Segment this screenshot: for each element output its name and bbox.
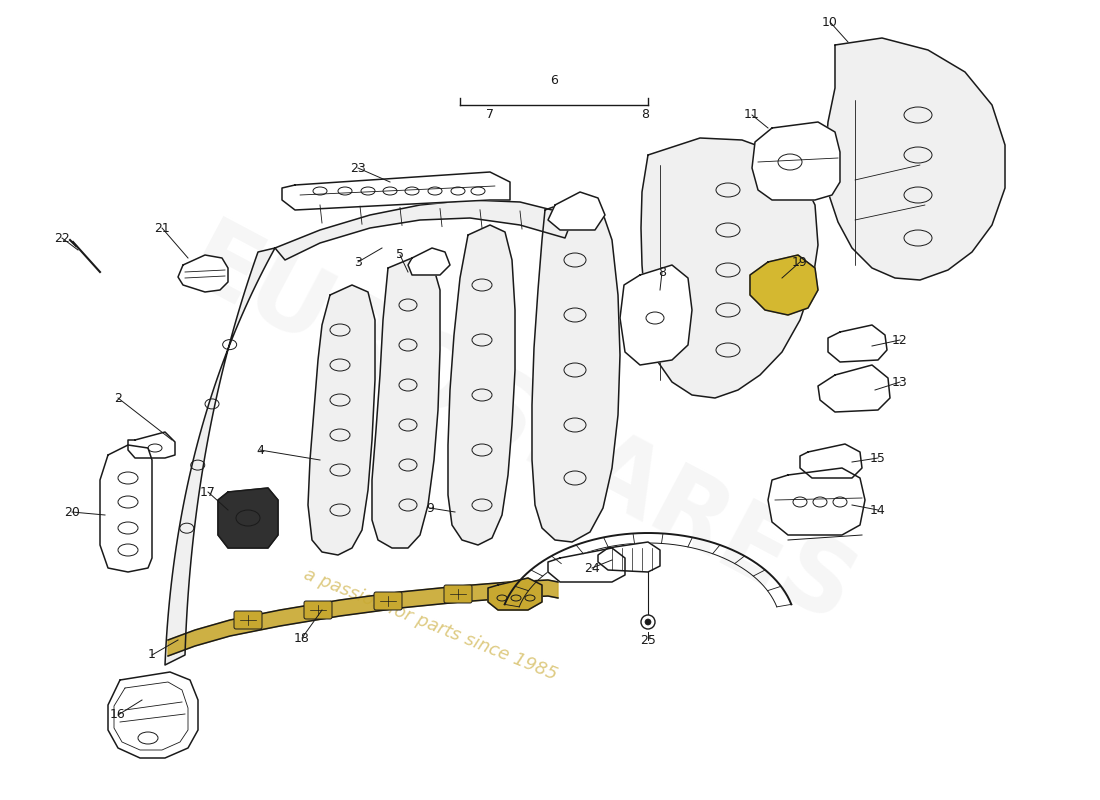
Text: 12: 12 [892, 334, 907, 346]
Polygon shape [825, 38, 1005, 280]
Text: 9: 9 [426, 502, 433, 514]
Text: 16: 16 [110, 709, 125, 722]
Text: 3: 3 [354, 255, 362, 269]
Polygon shape [128, 432, 175, 458]
Polygon shape [408, 248, 450, 275]
FancyBboxPatch shape [304, 601, 332, 619]
Text: 19: 19 [792, 255, 807, 269]
Polygon shape [532, 198, 620, 542]
FancyBboxPatch shape [374, 592, 401, 610]
Text: 8: 8 [658, 266, 666, 278]
Polygon shape [818, 365, 890, 412]
Polygon shape [168, 580, 558, 656]
Text: 14: 14 [870, 503, 886, 517]
FancyBboxPatch shape [444, 585, 472, 603]
Polygon shape [828, 325, 887, 362]
Polygon shape [178, 255, 228, 292]
Text: 23: 23 [350, 162, 366, 174]
Text: 1: 1 [148, 649, 156, 662]
Polygon shape [548, 548, 625, 582]
Polygon shape [620, 265, 692, 365]
Polygon shape [108, 672, 198, 758]
Text: 17: 17 [200, 486, 216, 498]
Polygon shape [165, 248, 275, 665]
Text: 2: 2 [114, 391, 122, 405]
Text: 15: 15 [870, 451, 886, 465]
Polygon shape [641, 138, 818, 398]
Text: EUROSPARES: EUROSPARES [169, 213, 870, 647]
Text: 22: 22 [54, 231, 70, 245]
Text: 4: 4 [256, 443, 264, 457]
Polygon shape [448, 225, 515, 545]
Polygon shape [308, 285, 375, 555]
Text: 24: 24 [584, 562, 600, 574]
Polygon shape [752, 122, 840, 200]
Text: 18: 18 [294, 631, 310, 645]
Polygon shape [275, 200, 570, 260]
Polygon shape [372, 258, 440, 548]
Text: 8: 8 [641, 109, 649, 122]
Text: 21: 21 [154, 222, 169, 234]
Text: 6: 6 [550, 74, 558, 86]
Polygon shape [218, 488, 278, 548]
Polygon shape [100, 445, 152, 572]
Text: 10: 10 [822, 15, 838, 29]
Text: 5: 5 [396, 249, 404, 262]
FancyBboxPatch shape [234, 611, 262, 629]
Polygon shape [282, 172, 510, 210]
Circle shape [641, 615, 654, 629]
Text: 20: 20 [64, 506, 80, 518]
Polygon shape [800, 444, 862, 478]
Text: 7: 7 [486, 109, 494, 122]
Text: 13: 13 [892, 375, 907, 389]
Polygon shape [750, 255, 818, 315]
Text: 25: 25 [640, 634, 656, 646]
Polygon shape [548, 192, 605, 230]
Polygon shape [488, 578, 542, 610]
Polygon shape [598, 542, 660, 572]
Text: 11: 11 [744, 109, 760, 122]
Polygon shape [768, 468, 865, 535]
Text: a passion for parts since 1985: a passion for parts since 1985 [300, 566, 560, 684]
Circle shape [645, 619, 651, 625]
